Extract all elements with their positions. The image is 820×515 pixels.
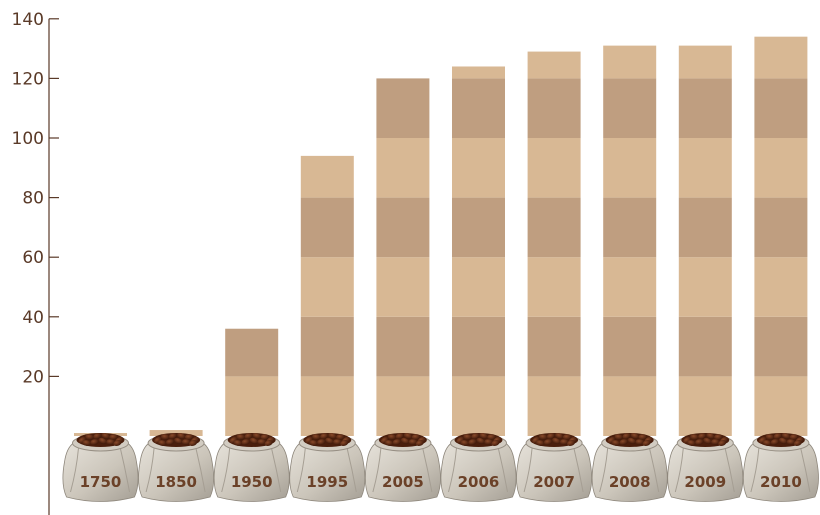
x-category-label: 2008 xyxy=(609,473,651,491)
coffee-bean-sack-icon xyxy=(289,432,366,502)
coffee-bean-sack-icon xyxy=(364,432,441,502)
x-category-label: 2006 xyxy=(458,473,500,491)
bar-1995 xyxy=(300,155,354,436)
coffee-bean-sack-icon xyxy=(591,432,668,502)
bar-2009 xyxy=(678,45,732,436)
coffee-bean-sack-icon xyxy=(62,432,139,502)
x-category-label: 2010 xyxy=(760,473,802,491)
bar-1950 xyxy=(225,328,279,436)
y-tick-label: 60 xyxy=(22,248,44,268)
bar-2008 xyxy=(603,45,657,436)
x-category-label: 1950 xyxy=(231,473,273,491)
y-tick-label: 100 xyxy=(12,129,44,149)
coffee-bean-sack-icon xyxy=(742,432,819,502)
x-category-label: 1750 xyxy=(80,473,122,491)
y-tick-label: 20 xyxy=(22,367,44,387)
sacks-layer: 1750 1850 1950 1995 2005 2006 2007 2008 2009 2010 xyxy=(62,432,819,502)
coffee-bean-sack-icon xyxy=(440,432,517,502)
bar-2006 xyxy=(452,66,505,436)
y-tick-label: 140 xyxy=(12,10,44,30)
x-category-label: 1995 xyxy=(306,473,348,491)
y-tick-label: 120 xyxy=(12,69,44,89)
bar-2010 xyxy=(754,36,808,436)
y-axis: 20 40 60 80 100 120 140 xyxy=(12,10,59,515)
bars-layer xyxy=(74,36,808,436)
x-category-label: 1850 xyxy=(155,473,197,491)
x-category-label: 2005 xyxy=(382,473,424,491)
bar-2005 xyxy=(376,78,430,436)
coffee-bean-sack-icon xyxy=(213,432,290,502)
x-category-label: 2007 xyxy=(533,473,575,491)
y-tick-label: 40 xyxy=(22,308,44,328)
x-category-label: 2009 xyxy=(684,473,726,491)
coffee-bean-sack-icon xyxy=(138,432,215,502)
coffee-bean-sack-icon xyxy=(667,432,744,502)
coffee-bean-sack-icon xyxy=(516,432,593,502)
y-tick-label: 80 xyxy=(22,189,44,209)
bar-2007 xyxy=(527,51,581,436)
